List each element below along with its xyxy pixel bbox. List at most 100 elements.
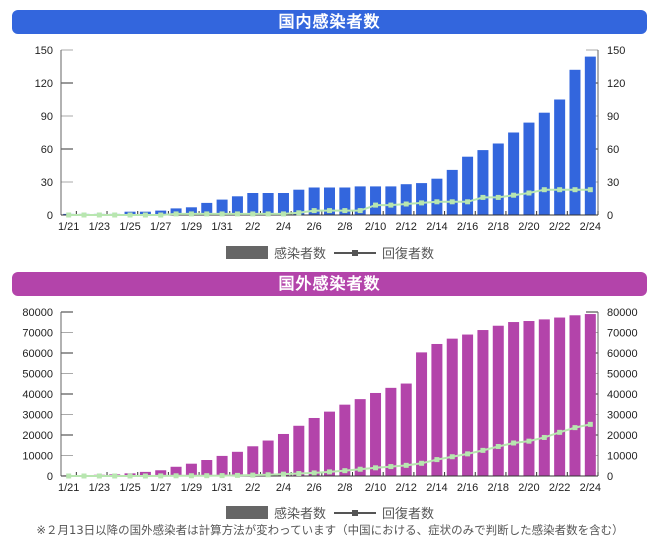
y-tick-label-right: 50000 <box>607 369 638 381</box>
x-tick-label: 2/20 <box>518 482 539 494</box>
bar-2/9 <box>354 186 366 215</box>
y-tick-label-right: 30000 <box>607 410 638 422</box>
bar-2/22 <box>554 99 566 215</box>
footnote: ※２月13日以降の国外感染者は計算方法が変わっています（中国における、症状のみで… <box>36 523 624 537</box>
bar-2/5 <box>293 189 305 215</box>
y-tick-label-left: 20000 <box>22 430 53 442</box>
x-tick-label: 2/2 <box>245 482 260 494</box>
recovered-point-2/10 <box>373 465 379 471</box>
recovered-point-1/30 <box>204 211 210 217</box>
legend-line-marker-icon <box>334 509 376 516</box>
y-tick-label-right: 60000 <box>607 348 638 360</box>
x-tick-label: 1/31 <box>211 221 232 233</box>
recovered-point-2/15 <box>449 454 455 460</box>
x-tick-label: 2/16 <box>457 482 478 494</box>
x-tick-label: 1/29 <box>181 221 202 233</box>
bar-2/11 <box>385 387 397 476</box>
recovered-point-1/26 <box>142 473 148 479</box>
y-tick-label-right: 120 <box>607 78 625 90</box>
x-tick-label: 2/18 <box>488 482 509 494</box>
x-tick-label: 2/20 <box>518 221 539 233</box>
bar-1/31 <box>216 199 228 215</box>
overseas-chart-title: 国外感染者数 <box>12 272 647 296</box>
bar-2/17 <box>477 150 489 215</box>
recovered-point-2/7 <box>327 469 332 475</box>
legend-infected-label: 感染者数 <box>273 507 326 522</box>
x-tick-label: 2/8 <box>337 221 352 233</box>
bar-2/15 <box>446 169 458 215</box>
bar-2/24 <box>584 56 596 215</box>
recovered-point-2/24 <box>587 187 593 193</box>
legend-recovered-label: 回復者数 <box>382 247 435 262</box>
bar-2/1 <box>231 451 243 476</box>
bar-2/8 <box>339 404 351 476</box>
recovered-point-2/22 <box>557 187 563 193</box>
bar-2/20 <box>523 122 535 215</box>
bar-2/7 <box>324 411 335 476</box>
y-tick-label-left: 80000 <box>22 307 53 319</box>
bar-2/12 <box>400 184 412 215</box>
x-tick-label: 2/24 <box>580 482 601 494</box>
recovered-point-1/21 <box>66 212 72 218</box>
y-tick-label-left: 120 <box>35 78 53 90</box>
legend-line-marker-icon <box>334 249 376 256</box>
recovered-point-2/12 <box>403 462 409 468</box>
y-tick-label-right: 0 <box>607 210 613 222</box>
x-tick-label: 2/18 <box>488 221 509 233</box>
recovered-point-2/15 <box>449 199 455 205</box>
x-tick-label: 2/2 <box>245 221 260 233</box>
recovered-point-2/13 <box>419 200 425 206</box>
recovered-point-2/23 <box>572 187 578 193</box>
bar-2/21 <box>538 319 550 476</box>
recovered-point-2/19 <box>511 440 517 446</box>
bar-2/2 <box>247 446 259 476</box>
x-tick-label: 2/8 <box>337 482 352 494</box>
bar-2/20 <box>523 321 535 476</box>
bar-2/23 <box>569 69 581 215</box>
legend-bar-swatch <box>225 246 268 259</box>
recovered-point-2/18 <box>495 443 501 449</box>
bar-1/31 <box>216 455 228 476</box>
bar-1/30 <box>201 460 213 476</box>
recovered-point-1/22 <box>81 212 87 218</box>
recovered-point-2/23 <box>572 425 578 431</box>
bar-2/23 <box>569 315 581 476</box>
recovered-point-1/31 <box>219 211 225 217</box>
recovered-point-1/29 <box>188 211 194 217</box>
domestic-legend: 感染者数 回復者数 <box>0 243 660 262</box>
y-tick-label-right: 90 <box>607 111 619 123</box>
y-tick-label-left: 60 <box>41 144 53 156</box>
bar-2/11 <box>385 186 397 215</box>
bar-2/14 <box>431 178 443 215</box>
bar-2/8 <box>339 187 351 215</box>
bar-2/4 <box>277 193 289 215</box>
y-tick-label-right: 150 <box>607 45 625 57</box>
recovered-point-1/30 <box>204 473 210 479</box>
overseas-infections-chart: 0 0 10000 10000 20000 20000 30000 30000 40000 400… <box>22 307 638 494</box>
recovered-point-2/20 <box>526 438 532 444</box>
bar-1/29 <box>185 207 197 215</box>
recovered-point-2/22 <box>557 429 563 435</box>
domestic-chart-title: 国内感染者数 <box>12 10 647 34</box>
recovered-point-2/21 <box>541 434 547 440</box>
recovered-point-1/24 <box>112 212 118 218</box>
y-tick-label-left: 50000 <box>22 369 53 381</box>
recovered-point-2/20 <box>526 190 532 196</box>
recovered-point-1/27 <box>158 473 164 479</box>
recovered-point-2/8 <box>342 208 348 214</box>
recovered-point-2/12 <box>403 201 409 207</box>
recovered-point-2/16 <box>465 451 471 457</box>
x-tick-label: 2/16 <box>457 221 478 233</box>
y-tick-label-left: 30 <box>41 177 53 189</box>
bar-2/19 <box>508 132 520 215</box>
recovered-point-2/1 <box>234 472 240 478</box>
recovered-point-1/23 <box>96 212 102 218</box>
x-tick-label: 1/23 <box>89 221 110 233</box>
bar-2/9 <box>354 399 366 476</box>
recovered-point-2/11 <box>388 464 394 470</box>
y-tick-label-left: 0 <box>47 210 53 222</box>
recovered-point-1/31 <box>219 473 225 479</box>
recovered-point-2/24 <box>587 421 593 427</box>
bar-2/1 <box>231 196 243 215</box>
x-tick-label: 1/27 <box>150 482 171 494</box>
